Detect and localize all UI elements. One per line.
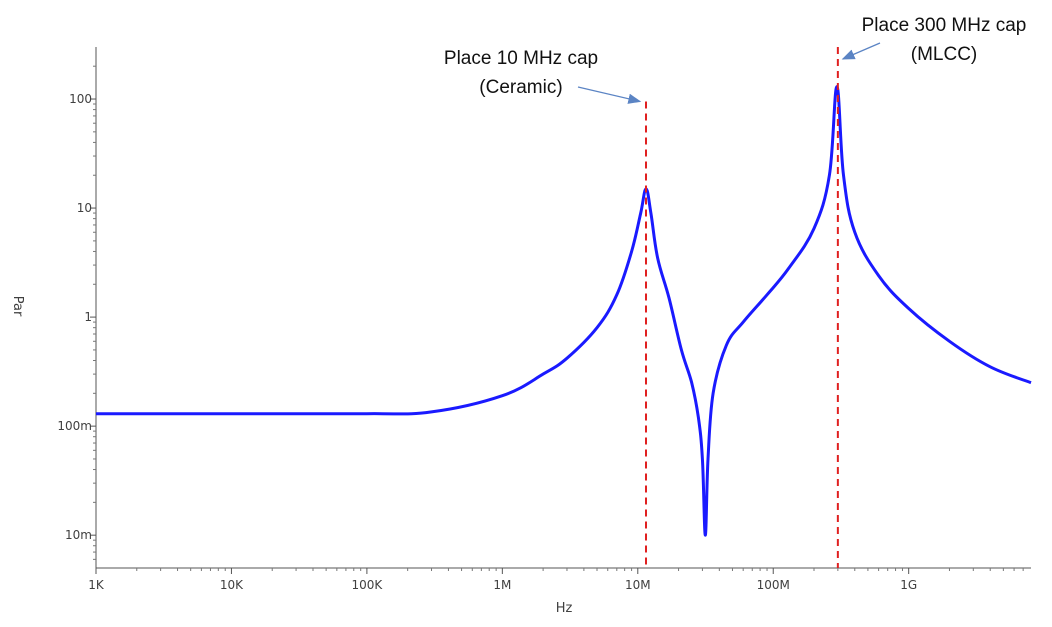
- y-tick-label: 10m: [65, 528, 92, 542]
- series-group: [96, 85, 1032, 537]
- annotation-group: Place 10 MHz cap (Ceramic) Place 300 MHz c…: [444, 15, 1027, 104]
- x-axis-title: Hz: [556, 601, 573, 616]
- x-tick-label: 100K: [352, 578, 384, 592]
- annotation-text: (Ceramic): [479, 77, 562, 98]
- y-tick-label: 100m: [57, 419, 92, 433]
- y-tick-label: 1: [84, 310, 92, 324]
- x-tick-label: 1M: [493, 578, 511, 592]
- x-tick-label: 1G: [900, 578, 917, 592]
- x-tick-label: 1K: [88, 578, 105, 592]
- axes: [95, 47, 1031, 569]
- x-tick-label: 10M: [625, 578, 651, 592]
- x-tick-label: 100M: [757, 578, 790, 592]
- tick-group: 1K 10K 100K 1M 10M 100M 1G 10m 100m 1 10 100: [57, 65, 1024, 592]
- series-line: [96, 85, 1032, 537]
- y-axis-title: Par: [10, 296, 25, 317]
- marker-group: [645, 47, 839, 568]
- annotation-arrow: [841, 42, 881, 60]
- y-tick-label: 10: [77, 201, 92, 215]
- annotation-text: Place 300 MHz cap: [862, 15, 1027, 36]
- y-tick-label: 100: [69, 92, 92, 106]
- annotation-text: Place 10 MHz cap: [444, 48, 598, 69]
- annotation-arrow: [577, 86, 642, 104]
- x-tick-label: 10K: [220, 578, 244, 592]
- annotation-text: (MLCC): [911, 44, 978, 65]
